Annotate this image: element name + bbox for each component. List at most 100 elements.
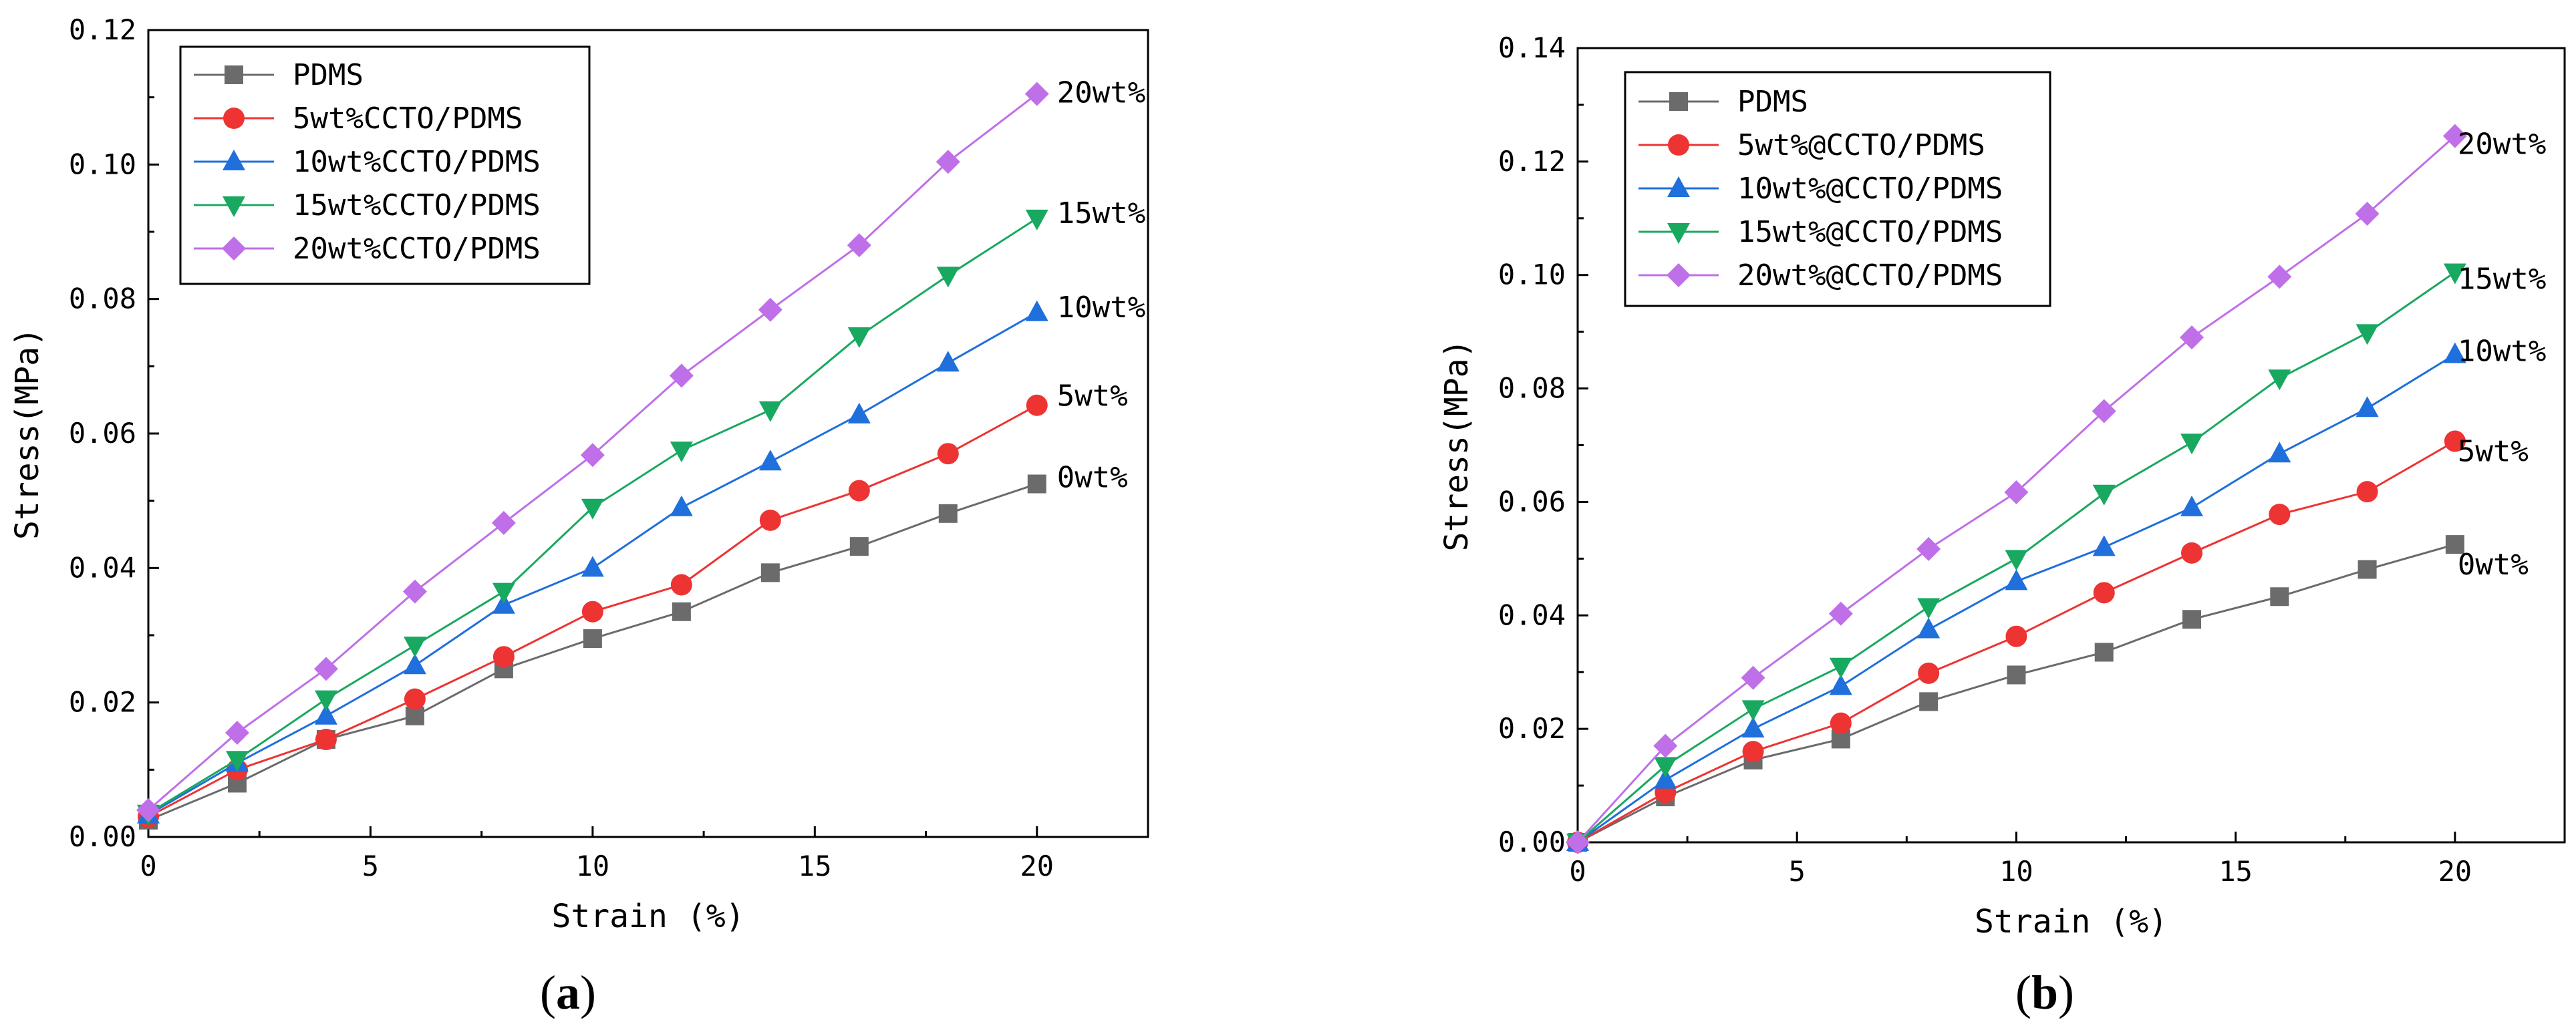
data-point — [847, 233, 871, 258]
data-point — [847, 327, 871, 349]
data-point — [1919, 692, 1939, 711]
data-point — [1024, 81, 1049, 106]
y-tick-label: 0.08 — [69, 283, 136, 315]
legend: PDMS 5wt%@CCTO/PDMS 10wt%@CCTO/PDMS 15wt%@C… — [1624, 71, 2051, 307]
data-point — [404, 688, 426, 710]
data-point — [2092, 484, 2116, 506]
legend-marker — [1667, 263, 1691, 287]
data-point — [581, 498, 604, 520]
data-point — [1742, 741, 1764, 763]
data-point — [670, 574, 692, 596]
data-point — [2092, 535, 2116, 556]
data-point — [2094, 643, 2114, 662]
data-point — [2180, 325, 2204, 350]
data-point — [2004, 480, 2029, 504]
legend-label: 5wt%@CCTO/PDMS — [1737, 128, 1985, 162]
data-point — [2442, 124, 2467, 148]
data-point — [492, 582, 515, 604]
panel-label: (b) — [2015, 966, 2074, 1019]
legend-item: 5wt%CCTO/PDMS — [194, 102, 523, 136]
data-point — [2444, 430, 2466, 452]
data-point — [403, 637, 426, 658]
chart-panel-b: 0.00 0.02 0.04 0.06 0.08 0.10 0.12 0.14 0 5 10 15 20… — [1438, 31, 2566, 1019]
legend-marker — [223, 196, 245, 217]
data-point — [2093, 582, 2115, 604]
series-20wt%: 20wt% — [136, 76, 1145, 822]
y-tick-label: 0.02 — [69, 686, 136, 719]
data-point — [670, 442, 693, 463]
legend-item: 20wt%CCTO/PDMS — [194, 232, 541, 266]
data-point — [758, 297, 782, 322]
data-point — [2181, 542, 2203, 564]
data-point — [2443, 263, 2466, 285]
x-axis-title: Strain (%) — [552, 898, 745, 935]
series-10wt%: 10wt% — [137, 291, 1145, 824]
data-point — [403, 653, 426, 675]
data-point — [2092, 399, 2116, 423]
data-point — [936, 351, 960, 372]
data-point — [2180, 434, 2204, 455]
legend-marker — [223, 150, 245, 170]
y-tick-label: 0.02 — [1498, 712, 1566, 745]
series-end-label: 15wt% — [1057, 196, 1145, 230]
data-point — [2445, 535, 2464, 554]
data-point — [2355, 396, 2379, 417]
series-end-label: 5wt% — [1057, 379, 1128, 413]
series-end-label: 20wt% — [2458, 128, 2546, 162]
x-tick-label: 10 — [576, 850, 610, 882]
legend-item: PDMS — [194, 58, 364, 92]
data-point — [314, 690, 337, 711]
data-point — [1917, 598, 1941, 619]
legend-item: 20wt%@CCTO/PDMS — [1638, 259, 2003, 293]
panel-label: (a) — [540, 966, 596, 1019]
legend-item: 15wt%@CCTO/PDMS — [1638, 215, 2003, 249]
data-point — [2005, 625, 2027, 647]
data-point — [670, 495, 693, 516]
series-15wt%: 15wt% — [137, 196, 1145, 826]
data-point — [1917, 617, 1941, 639]
data-point — [1654, 757, 1677, 778]
data-point — [2356, 481, 2378, 503]
legend-box — [179, 45, 591, 285]
x-tick-label: 15 — [2219, 855, 2253, 888]
y-tick-label: 0.14 — [1498, 31, 1566, 64]
legend-marker — [222, 236, 246, 261]
legend-marker — [1669, 92, 1688, 111]
data-point — [1829, 674, 1852, 695]
data-point — [136, 798, 160, 822]
data-point — [580, 443, 605, 468]
y-tick-label: 0.12 — [69, 13, 136, 46]
data-point — [315, 729, 337, 751]
series-20wt%: 20wt% — [1566, 124, 2546, 854]
legend-marker — [223, 108, 245, 129]
data-point — [581, 600, 603, 623]
data-point — [2270, 587, 2289, 607]
series-end-label: 15wt% — [2458, 262, 2546, 296]
data-point — [672, 602, 691, 621]
data-point — [492, 646, 515, 668]
legend-marker — [1667, 223, 1690, 244]
legend-label: PDMS — [293, 58, 364, 92]
series-line — [148, 483, 1038, 822]
data-point — [938, 504, 958, 523]
data-point — [2007, 665, 2026, 685]
data-point — [2005, 569, 2028, 590]
data-point — [847, 402, 871, 423]
data-point — [2269, 504, 2291, 526]
data-point — [1918, 662, 1940, 684]
x-tick-label: 10 — [1999, 855, 2033, 888]
y-tick-label: 0.10 — [1498, 259, 1566, 291]
data-point — [314, 703, 337, 725]
x-tick-label: 20 — [1020, 850, 1054, 882]
series-5wt%: 5wt% — [138, 379, 1128, 828]
series-end-label: 10wt% — [1057, 291, 1145, 325]
data-point — [2443, 342, 2466, 363]
x-tick-label: 20 — [2438, 855, 2472, 888]
series-0wt%: 0wt% — [1568, 535, 2529, 852]
legend-label: PDMS — [1737, 85, 1808, 119]
series-end-label: 10wt% — [2458, 335, 2546, 369]
data-point — [937, 443, 959, 465]
data-point — [1828, 601, 1853, 626]
data-point — [1654, 767, 1677, 789]
